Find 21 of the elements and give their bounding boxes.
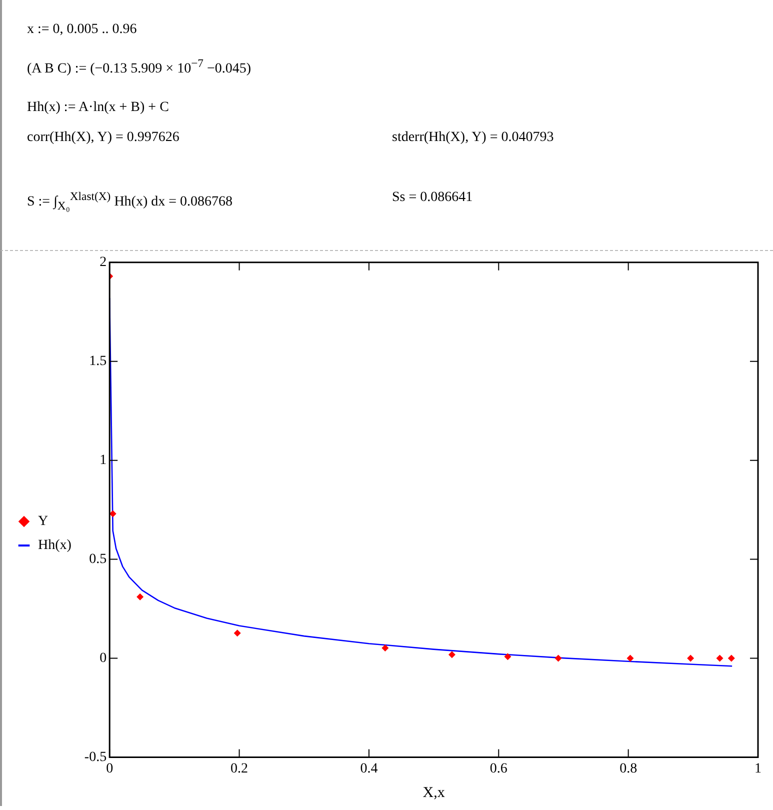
x-axis-title: X,x [422, 784, 446, 801]
text: (A B C) := (−0.13 5.909 × 10$^{−7}$ −0.045) [27, 57, 252, 78]
y-tick-label: -0.5 [84, 750, 107, 765]
y-tick-label: 1 [100, 452, 107, 468]
text: Ss = 0.086641 [392, 190, 473, 206]
legend-label: Hh(x) [38, 538, 72, 554]
x-tick-label: 1 [754, 761, 762, 776]
text: S := ∫$_{X₀}$$^{Xlast(X)}$ Hh(x) dx = 0.086768 [27, 190, 233, 212]
x-tick-label: 0.2 [230, 761, 248, 776]
y-tick-label: 0.5 [89, 552, 107, 567]
text: corr(Hh(X), Y) = 0.997626 [27, 130, 180, 146]
text: x := 0, 0.005 .. 0.96 [27, 22, 137, 38]
y-tick-label: 2 [100, 255, 107, 270]
y-tick-label: 1.5 [89, 354, 107, 370]
x-tick-label: 0.4 [360, 761, 378, 776]
x-tick-label: 0.8 [620, 761, 638, 776]
legend-label: Y [38, 514, 48, 530]
x-tick-label: 0.6 [490, 761, 508, 776]
text: stderr(Hh(X), Y) = 0.040793 [392, 130, 554, 146]
text: Hh(x) := A·ln(x + B) + C [27, 100, 169, 116]
y-tick-label: 0 [100, 650, 107, 666]
